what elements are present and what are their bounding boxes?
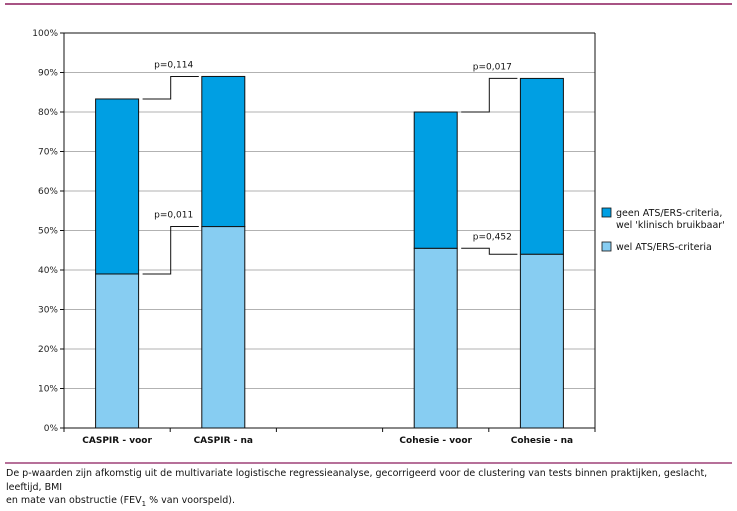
p-value-label: p=0,452 xyxy=(473,232,512,242)
x-category-label: CASPIR - na xyxy=(194,436,253,446)
caption-line-2-pre: en mate van obstructie (FEV xyxy=(6,495,142,506)
legend-label-dark-1: geen ATS/ERS-criteria, xyxy=(616,208,722,219)
bar-segment-wel-ats-ers xyxy=(413,247,458,429)
y-tick-label: 40% xyxy=(38,266,58,276)
bar-segment-wel-ats-ers xyxy=(201,226,246,429)
y-tick-label: 100% xyxy=(32,29,58,39)
p-value-connector xyxy=(142,75,199,100)
bar-segment-klinisch-bruikbaar xyxy=(95,98,140,275)
p-value-label: p=0,114 xyxy=(154,60,193,70)
y-tick-label: 60% xyxy=(38,187,58,197)
p-value-label: p=0,017 xyxy=(473,62,512,72)
legend-label-light: wel ATS/ERS-criteria xyxy=(616,242,712,253)
stacked-bar-chart: p=0,114 p=0,011 p=0,017 p=0,452 0% 10% 20% 30%… xyxy=(5,3,732,464)
caption-line-2-post: % van voorspeld). xyxy=(146,495,236,506)
p-value-connector xyxy=(142,226,199,275)
p-value-connector xyxy=(461,247,518,255)
legend-label-dark-2: wel 'klinisch bruikbaar' xyxy=(616,220,725,231)
x-category-label: Cohesie - voor xyxy=(399,436,472,446)
y-tick-label: 30% xyxy=(38,306,58,316)
bar-segment-klinisch-bruikbaar xyxy=(413,111,458,249)
y-tick-label: 10% xyxy=(38,385,58,395)
caption-line-2: en mate van obstructie (FEV1 % van voors… xyxy=(6,494,734,511)
legend: geen ATS/ERS-criteria, wel 'klinisch bru… xyxy=(601,207,725,253)
y-tick-label: 90% xyxy=(38,69,58,79)
caption-line-1: De p-waarden zijn afkomstig uit de multi… xyxy=(6,468,708,493)
x-category-label: CASPIR - voor xyxy=(82,436,152,446)
legend-swatch-light xyxy=(601,241,612,252)
y-tick-label: 70% xyxy=(38,148,58,158)
y-tick-label: 50% xyxy=(38,227,58,237)
y-tick-label: 0% xyxy=(44,424,59,434)
bar-segment-wel-ats-ers xyxy=(519,253,564,429)
x-category-label: Cohesie - na xyxy=(511,436,573,446)
p-value-connector xyxy=(461,77,518,113)
y-tick-label: 80% xyxy=(38,108,58,118)
bar-segment-klinisch-bruikbaar xyxy=(519,77,564,255)
y-tick-label: 20% xyxy=(38,345,58,355)
bar-segment-klinisch-bruikbaar xyxy=(201,75,246,228)
p-value-label: p=0,011 xyxy=(154,211,193,221)
legend-swatch-dark xyxy=(601,207,612,218)
caption: De p-waarden zijn afkomstig uit de multi… xyxy=(6,467,734,511)
bar-segment-wel-ats-ers xyxy=(95,273,140,429)
